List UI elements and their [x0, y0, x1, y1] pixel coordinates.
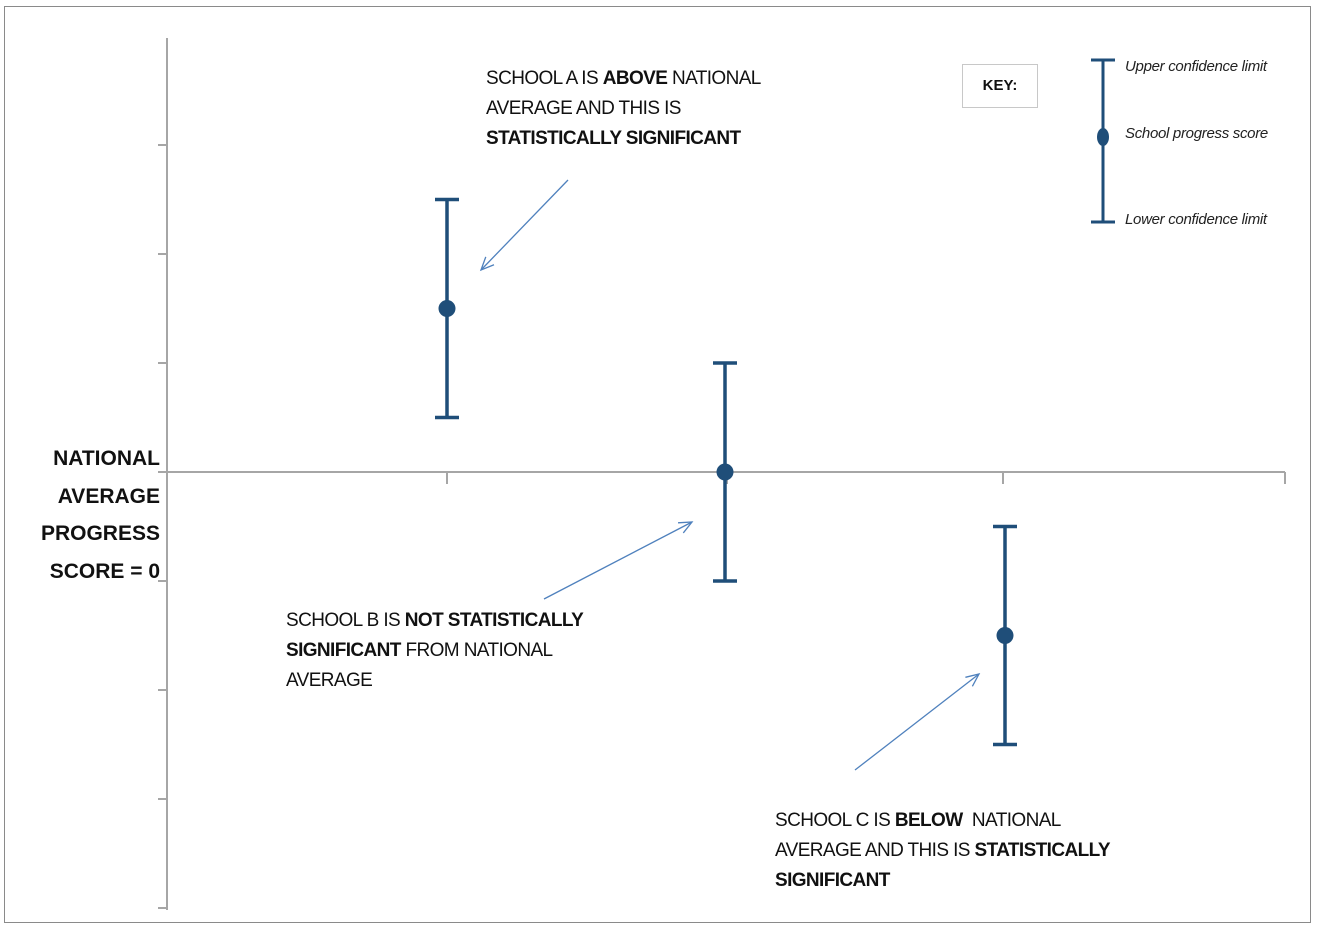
annotation-text: AVERAGE — [286, 670, 373, 691]
arrow-head — [479, 256, 495, 272]
key-marks — [1091, 58, 1115, 224]
key-score-point — [1097, 128, 1109, 146]
annotation-text: SCHOOL C IS — [775, 810, 895, 831]
arrow-school-b — [543, 521, 694, 600]
annotation-line: SIGNIFICANT — [775, 866, 1110, 896]
arrow-shaft — [480, 179, 569, 271]
annotation-text: FROM NATIONAL — [400, 640, 553, 661]
annotation-school-b: SCHOOL B IS NOT STATISTICALLY SIGNIFICANT… — [286, 606, 584, 696]
annotation-line: AVERAGE — [286, 666, 583, 696]
annotation-arrows — [479, 179, 981, 771]
annotation-text: NOT STATISTICALLY — [404, 610, 584, 631]
arrow-head — [965, 673, 981, 687]
errorbar-school-b — [713, 361, 737, 583]
annotation-school-a: SCHOOL A IS ABOVE NATIONAL AVERAGE AND TH… — [486, 64, 761, 154]
y-axis-label-line: AVERAGE — [57, 484, 160, 508]
key-upper-label: Upper confidence limit — [1125, 58, 1267, 75]
y-axis-label-line: SCORE = 0 — [49, 559, 160, 583]
annotation-text: AVERAGE AND THIS IS — [486, 98, 681, 119]
annotation-text: STATISTICALLY — [974, 840, 1111, 861]
annotation-text: SCHOOL B IS — [286, 610, 405, 631]
arrow-shaft — [854, 673, 980, 771]
key-title: KEY: — [962, 64, 1038, 108]
annotation-line: SIGNIFICANT FROM NATIONAL — [286, 636, 583, 666]
annotation-text: SIGNIFICANT — [286, 640, 401, 661]
marks — [435, 197, 1017, 747]
arrow-school-c — [854, 673, 981, 771]
annotation-line: AVERAGE AND THIS IS — [486, 94, 761, 124]
annotation-text: SIGNIFICANT — [775, 870, 890, 891]
y-axis-label: NATIONAL AVERAGE PROGRESS SCORE = 0 — [22, 440, 160, 590]
y-axis-label-line: PROGRESS — [40, 522, 160, 545]
arrow-head — [677, 521, 694, 534]
annotation-line: SCHOOL B IS NOT STATISTICALLY — [286, 606, 584, 636]
errorbar-school-c — [993, 524, 1017, 747]
key-lower-label: Lower confidence limit — [1125, 211, 1267, 228]
annotation-text: AVERAGE AND THIS IS — [775, 840, 975, 861]
annotation-text: NATIONAL — [667, 68, 761, 89]
annotation-line: SCHOOL C IS BELOW NATIONAL — [775, 806, 1110, 836]
annotation-text: BELOW — [894, 810, 963, 831]
score-point — [716, 463, 734, 481]
annotation-school-c: SCHOOL C IS BELOW NATIONAL AVERAGE AND TH… — [775, 806, 1111, 896]
annotation-line: STATISTICALLY SIGNIFICANT — [486, 124, 761, 154]
annotation-text: NATIONAL — [962, 810, 1061, 831]
chart-frame — [4, 6, 1311, 923]
score-point — [996, 627, 1014, 644]
arrow-school-a — [479, 179, 569, 272]
annotation-text: STATISTICALLY SIGNIFICANT — [486, 128, 741, 149]
arrow-shaft — [543, 521, 693, 600]
annotation-line: SCHOOL A IS ABOVE NATIONAL — [486, 64, 761, 94]
y-axis-label-line: NATIONAL — [53, 447, 160, 470]
annotation-text: SCHOOL A IS — [486, 68, 603, 89]
score-point — [438, 300, 456, 317]
errorbar-school-a — [435, 197, 459, 420]
key-score-label: School progress score — [1125, 125, 1268, 142]
annotation-text: ABOVE — [602, 68, 668, 89]
annotation-line: AVERAGE AND THIS IS STATISTICALLY — [775, 836, 1111, 866]
